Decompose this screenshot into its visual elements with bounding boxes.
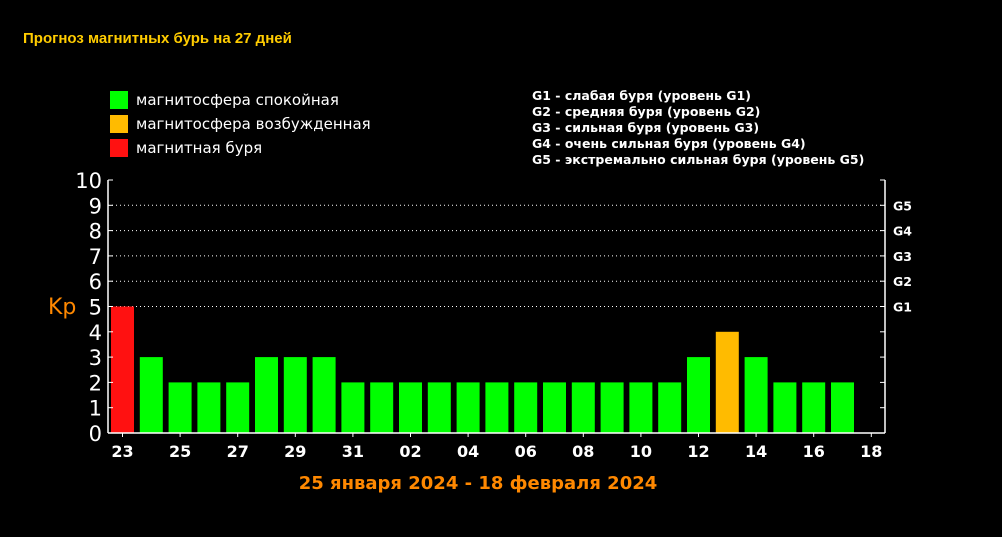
g-legend-row-g2: G2 - средняя буря (уровень G2)	[532, 104, 761, 119]
bar	[427, 382, 451, 433]
page-title: Прогноз магнитных бурь на 27 дней	[23, 30, 292, 47]
bar	[197, 382, 221, 433]
x-tick-label: 06	[515, 442, 537, 461]
bar	[831, 382, 854, 433]
right-axis-label-g1: G1	[893, 300, 912, 315]
bar	[744, 357, 768, 433]
legend-label-storm: магнитная буря	[136, 139, 263, 157]
legend-label-quiet: магнитосфера спокойная	[136, 91, 339, 109]
x-tick-label: 27	[227, 442, 249, 461]
x-tick-label: 10	[630, 442, 652, 461]
y-tick-label: 5	[89, 296, 102, 320]
x-tick-label: 14	[745, 442, 767, 461]
bar	[283, 357, 307, 433]
x-tick-label: 16	[803, 442, 825, 461]
bar	[399, 382, 422, 433]
legend-item-quiet: магнитосфера спокойная	[110, 88, 371, 112]
x-tick-label: 25	[169, 442, 191, 461]
bar	[715, 331, 739, 433]
y-tick-label: 7	[89, 245, 102, 269]
bar	[514, 382, 538, 433]
legend-swatch-quiet	[110, 91, 128, 109]
bar	[543, 382, 566, 433]
x-tick-label: 31	[342, 442, 364, 461]
y-tick-label: 4	[89, 321, 102, 345]
bar	[485, 382, 509, 433]
x-axis-title: 25 января 2024 - 18 февраля 2024	[299, 473, 658, 494]
y-tick-label: 8	[89, 220, 102, 244]
bar	[111, 306, 134, 433]
bar	[600, 382, 624, 433]
g-legend-row-g5: G5 - экстремально сильная буря (уровень …	[532, 152, 865, 167]
bar	[658, 382, 682, 433]
bars-layer	[111, 306, 854, 433]
x-tick-label: 04	[457, 442, 479, 461]
grid-layer	[108, 204, 885, 307]
y-tick-label: 10	[75, 169, 102, 193]
x-tick-label: 02	[399, 442, 421, 461]
y-tick-label: 2	[89, 371, 102, 395]
bar	[687, 357, 710, 433]
y-axis-title: Kp	[48, 295, 76, 320]
x-tick-label: 08	[572, 442, 594, 461]
g-level-legend: G1 - слабая буря (уровень G1) G2 - средн…	[532, 88, 864, 168]
legend-swatch-excited	[110, 115, 128, 133]
legend-item-excited: магнитосфера возбужденная	[110, 112, 371, 136]
x-tick-label: 23	[111, 442, 133, 461]
legend-swatch-storm	[110, 139, 128, 157]
x-tick-label: 12	[687, 442, 709, 461]
x-tick-label: 18	[860, 442, 882, 461]
legend-item-storm: магнитная буря	[110, 136, 371, 160]
y-tick-label: 6	[89, 270, 102, 294]
bar	[168, 382, 192, 433]
g-legend-row-g1: G1 - слабая буря (уровень G1)	[532, 88, 751, 103]
y-tick-label: 9	[89, 194, 102, 218]
bar	[341, 382, 365, 433]
bar	[226, 382, 250, 433]
right-axis-label-g3: G3	[893, 249, 912, 264]
y-tick-label: 0	[89, 422, 102, 446]
x-tick-label: 29	[284, 442, 306, 461]
bar	[255, 357, 278, 433]
bar	[456, 382, 480, 433]
bar	[773, 382, 797, 433]
bar	[312, 357, 336, 433]
bar	[802, 382, 826, 433]
y-tick-label: 3	[89, 346, 102, 370]
right-axis-label-g4: G4	[893, 224, 912, 239]
right-axis-label-g2: G2	[893, 274, 912, 289]
g-legend-row-g4: G4 - очень сильная буря (уровень G4)	[532, 136, 806, 151]
g-legend-row-g3: G3 - сильная буря (уровень G3)	[532, 120, 760, 135]
y-tick-label: 1	[89, 397, 102, 421]
bar	[629, 382, 653, 433]
bar	[139, 357, 163, 433]
bar	[370, 382, 394, 433]
right-axis-label-g5: G5	[893, 198, 912, 213]
bar	[571, 382, 595, 433]
status-legend: магнитосфера спокойная магнитосфера возб…	[110, 88, 371, 160]
legend-label-excited: магнитосфера возбужденная	[136, 115, 371, 133]
